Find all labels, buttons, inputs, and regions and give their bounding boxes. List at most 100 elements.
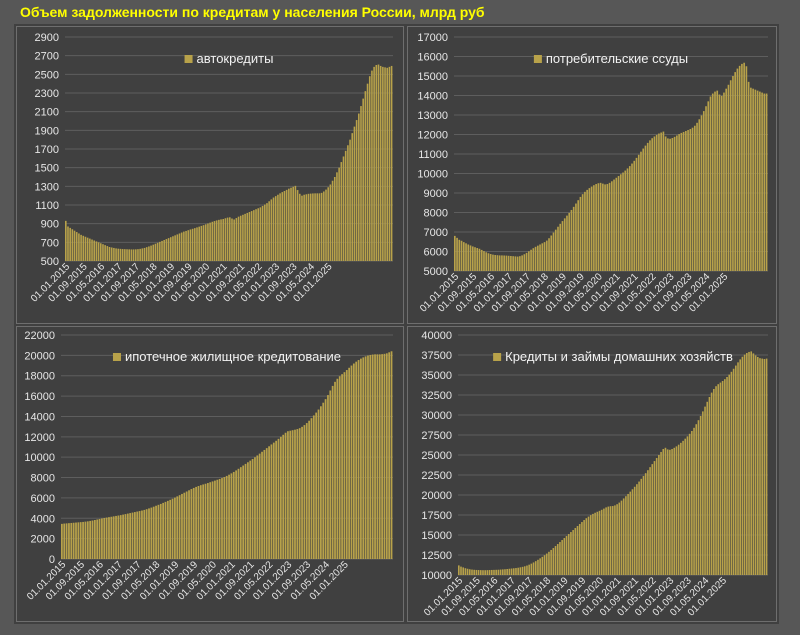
bar: [327, 395, 329, 559]
bar: [596, 511, 599, 575]
bar: [628, 166, 631, 271]
bar: [202, 225, 205, 261]
bar: [746, 353, 748, 575]
bar: [763, 93, 766, 271]
bar: [658, 455, 660, 575]
bar: [303, 425, 306, 559]
bar: [680, 132, 683, 271]
bar: [78, 233, 80, 261]
bar: [572, 530, 574, 575]
bar: [458, 239, 461, 271]
bar: [298, 428, 301, 559]
bar: [592, 513, 594, 575]
y-tick-label: 1500: [35, 163, 59, 175]
bar: [617, 176, 620, 271]
bar: [473, 569, 475, 575]
bar: [131, 512, 134, 559]
bar: [519, 256, 521, 271]
bar: [121, 249, 124, 261]
bar: [662, 449, 665, 575]
chart-panel-household-loans: 10000 12500 15000 17500 20000 22500 25000 27500…: [407, 326, 777, 622]
bar: [312, 415, 315, 559]
bar: [268, 201, 270, 261]
bar: [233, 219, 235, 261]
bar: [750, 87, 752, 271]
bar: [487, 253, 490, 271]
bar: [312, 193, 314, 261]
bar: [631, 163, 633, 271]
bar: [373, 66, 375, 261]
bar: [494, 255, 497, 271]
bar: [761, 358, 764, 575]
bar: [625, 496, 627, 575]
bar: [108, 517, 110, 559]
bar: [754, 355, 757, 575]
bar: [474, 247, 476, 271]
bar: [508, 568, 511, 575]
y-tick-label: 8000: [31, 473, 55, 485]
bar: [213, 221, 216, 261]
bar: [390, 65, 393, 261]
bar: [644, 473, 647, 575]
bar: [747, 81, 750, 271]
bar: [180, 232, 183, 261]
bar: [75, 522, 77, 559]
bar: [322, 402, 325, 559]
bar: [226, 217, 229, 261]
bar: [73, 230, 76, 261]
bar: [296, 429, 299, 559]
bar: [462, 567, 464, 575]
bar: [115, 248, 117, 261]
chart-household-loans: 10000 12500 15000 17500 20000 22500 25000 27500…: [421, 330, 768, 619]
bar: [115, 515, 117, 559]
bar: [563, 218, 566, 271]
bar: [248, 212, 251, 261]
bar: [190, 489, 193, 559]
bar: [348, 367, 351, 559]
bar: [360, 358, 362, 559]
bar: [691, 431, 693, 575]
bar: [384, 67, 386, 261]
bar: [687, 130, 689, 271]
bar: [469, 245, 472, 271]
bar: [137, 249, 139, 261]
bar: [336, 172, 338, 261]
bar: [622, 172, 624, 271]
bar: [336, 378, 339, 559]
bar: [191, 228, 194, 261]
bar: [220, 219, 222, 261]
bar: [113, 247, 115, 261]
bar: [261, 205, 264, 261]
bar: [222, 219, 225, 261]
bar: [561, 540, 563, 575]
bar: [465, 243, 467, 271]
bar: [710, 392, 713, 575]
bar: [270, 199, 273, 261]
bar: [512, 568, 515, 575]
bar: [647, 470, 649, 575]
bar: [183, 492, 186, 559]
bar: [627, 493, 629, 575]
bar: [633, 160, 636, 271]
bar: [626, 168, 629, 271]
y-tick-label: 16000: [24, 391, 55, 403]
bar: [136, 511, 139, 559]
bar: [526, 565, 528, 575]
bar: [165, 239, 168, 261]
bar: [89, 238, 91, 261]
chart-mortgage: 0 2000 4000 6000 8000 10000 12000 14000 16000 180…: [24, 330, 393, 603]
bar: [572, 206, 575, 271]
bar: [305, 194, 308, 261]
bar: [702, 411, 704, 575]
bar: [369, 354, 372, 559]
legend-label: Кредиты и займы домашних хозяйств: [505, 349, 733, 364]
bar: [124, 249, 126, 261]
bar: [636, 484, 638, 575]
bar: [178, 495, 181, 559]
bar: [503, 255, 505, 271]
bar: [211, 221, 214, 261]
legend: потребительские ссуды: [533, 51, 688, 66]
bar: [485, 252, 488, 271]
bar: [154, 243, 157, 261]
bar: [347, 145, 349, 261]
